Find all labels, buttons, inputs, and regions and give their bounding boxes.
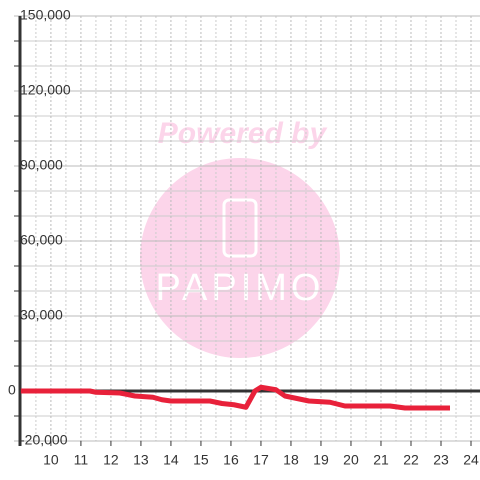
watermark-phone: [222, 198, 258, 258]
x-tick-label: 15: [193, 452, 209, 468]
x-tick-label: 17: [253, 452, 269, 468]
y-tick-label: 30,000: [20, 307, 63, 323]
watermark-text: Powered by: [158, 117, 328, 150]
x-tick-label: 11: [74, 452, 89, 468]
series-line: [20, 384, 450, 411]
x-tick-label: 24: [463, 452, 479, 468]
x-tick-label: 16: [223, 452, 239, 468]
x-tick-label: 21: [373, 452, 389, 468]
x-tick-label: 20: [343, 452, 359, 468]
y-tick-label: 0: [8, 382, 16, 398]
y-tick-label: 150,000: [20, 7, 71, 23]
x-tick-label: 13: [133, 452, 149, 468]
x-tick-label: 23: [433, 452, 449, 468]
watermark-circle: [140, 158, 340, 358]
y-tick-label: 90,000: [20, 157, 63, 173]
x-tick-label: 10: [43, 452, 59, 468]
watermark-logo: PAPIMO: [156, 267, 325, 309]
x-tick-label: 18: [283, 452, 299, 468]
y-tick-label: -20,000: [20, 432, 68, 448]
y-tick-label: 120,000: [20, 82, 71, 98]
y-tick-label: 60,000: [20, 232, 63, 248]
x-tick-label: 19: [313, 452, 329, 468]
x-tick-label: 14: [163, 452, 179, 468]
x-tick-label: 12: [103, 452, 119, 468]
watermark: Powered by PAPIMO: [140, 117, 340, 358]
x-tick-label: 22: [403, 452, 419, 468]
